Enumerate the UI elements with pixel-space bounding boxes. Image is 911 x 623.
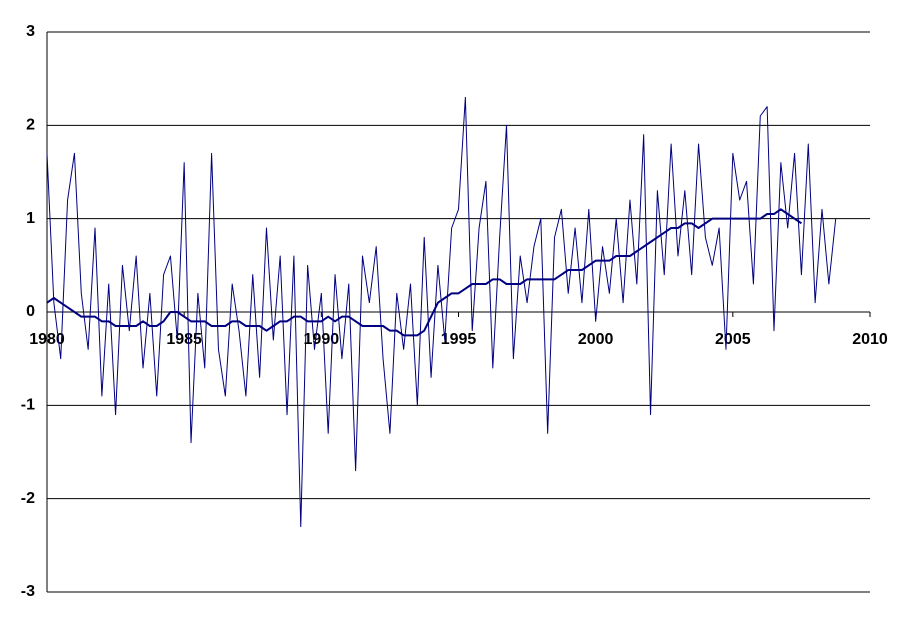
x-tick-label: 1995 <box>441 331 477 348</box>
y-tick-label: 2 <box>26 117 35 134</box>
y-tick-label: -2 <box>21 490 35 507</box>
x-tick-label: 1985 <box>166 331 202 348</box>
y-tick-label: -1 <box>21 397 35 414</box>
x-tick-label: 2010 <box>852 331 888 348</box>
x-tick-label: 2000 <box>578 331 614 348</box>
y-tick-label: 1 <box>26 210 35 227</box>
x-tick-label: 1990 <box>304 331 340 348</box>
y-tick-label: 3 <box>26 23 35 40</box>
series-line <box>46 208 802 337</box>
x-tick-label: 1980 <box>29 331 65 348</box>
series-line <box>46 96 837 528</box>
y-tick-label: -3 <box>21 583 35 600</box>
y-tick-label: 0 <box>26 303 35 320</box>
x-tick-label: 2005 <box>715 331 751 348</box>
